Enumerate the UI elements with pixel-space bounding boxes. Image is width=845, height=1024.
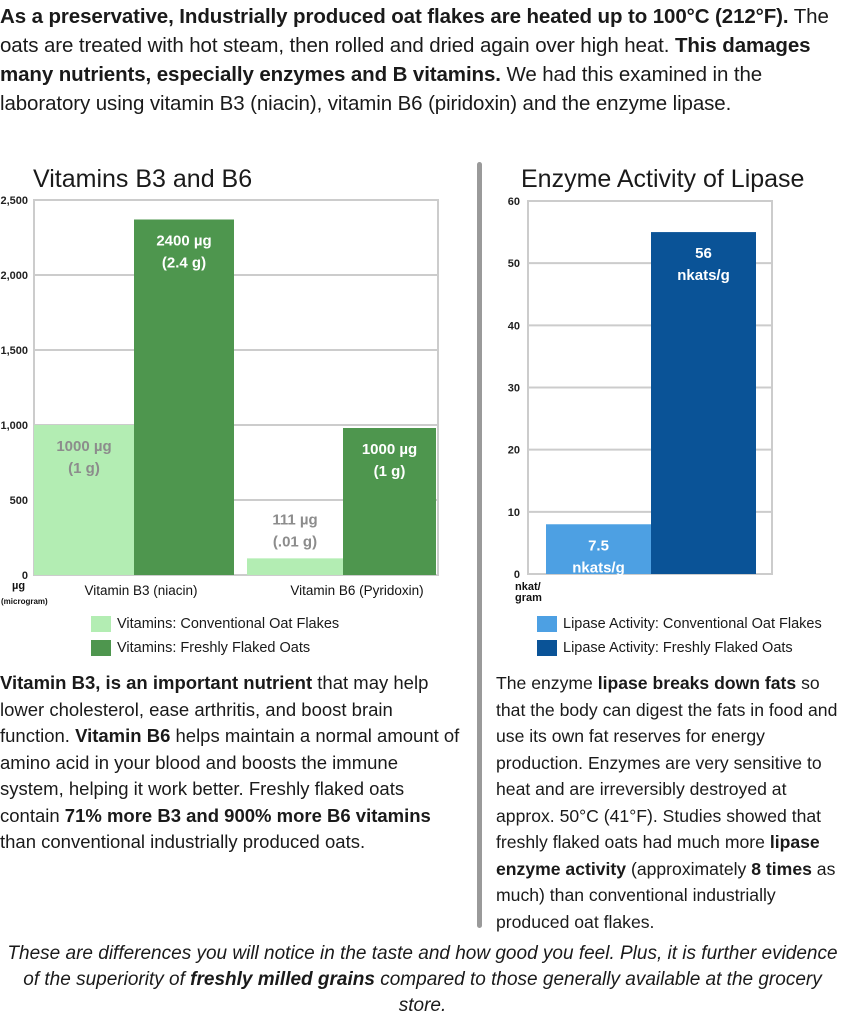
y-tick-label: 60 xyxy=(508,196,520,208)
y-tick-label: 1,500 xyxy=(0,345,28,357)
bar xyxy=(34,425,134,575)
lipase-text-3: (approximately xyxy=(626,858,752,879)
footer-bold-1: freshly milled grains xyxy=(190,969,375,990)
bar xyxy=(651,232,756,575)
y-tick-label: 50 xyxy=(508,258,520,270)
intro-bold-1: As a preservative, Industrially produced… xyxy=(0,5,789,28)
y-tick-label: 40 xyxy=(508,320,520,332)
legend-vitamins-fresh: Vitamins: Freshly Flaked Oats xyxy=(91,640,310,656)
legend-label-lipase-fresh: Lipase Activity: Freshly Flaked Oats xyxy=(563,640,793,656)
legend-swatch-lipase-fresh xyxy=(537,640,557,656)
footer-text-1: These are differences you will notice in… xyxy=(7,943,838,990)
lipase-bold-3: 8 times xyxy=(751,858,812,879)
data-label: (1 g) xyxy=(68,460,100,477)
category-label: Vitamin B3 (niacin) xyxy=(84,583,197,598)
y-unit-label: µg xyxy=(12,580,25,592)
legend-label-vitamins-fresh: Vitamins: Freshly Flaked Oats xyxy=(117,640,311,656)
lipase-text-2: so that the body can digest the fats in … xyxy=(496,673,838,852)
y-unit-sub-label: gram xyxy=(515,592,542,604)
legend-swatch-lipase-conventional xyxy=(537,616,557,632)
data-label: 56 xyxy=(695,245,712,262)
intro-paragraph: As a preservative, Industrially produced… xyxy=(0,2,842,118)
legend-lipase-fresh: Lipase Activity: Freshly Flaked Oats xyxy=(537,640,793,656)
y-tick-label: 2,500 xyxy=(0,195,28,207)
legend-lipase-conventional: Lipase Activity: Conventional Oat Flakes xyxy=(537,616,822,632)
lipase-text-1: The enzyme xyxy=(496,673,598,693)
legend-label-vitamins-conventional: Vitamins: Conventional Oat Flakes xyxy=(117,616,340,632)
y-unit-label: nkat/ xyxy=(515,581,541,593)
y-tick-label: 10 xyxy=(508,507,520,519)
vitamins-bold-1: Vitamin B3, is an important nutrient xyxy=(0,672,313,693)
footer-text-2: compared to those generally available at… xyxy=(374,969,822,1016)
vitamins-bold-3: 71% more B3 and 900% more B6 vitamins xyxy=(64,804,431,826)
category-label: Vitamin B6 (Pyridoxin) xyxy=(290,583,423,598)
vitamins-text-2: helps maintain a normal amount of amino … xyxy=(0,725,460,826)
lipase-bold-1: lipase breaks down fats xyxy=(597,673,797,693)
intro-bold-2: This damages many nutrients, especially … xyxy=(0,34,811,86)
bar xyxy=(134,219,234,575)
lipase-bold-2: lipase enzyme activity xyxy=(496,832,820,879)
intro-text-1: The oats are treated with hot steam, the… xyxy=(0,5,829,57)
data-label: nkats/g xyxy=(677,267,730,284)
vitamins-text-3: than conventional industrially produced … xyxy=(0,831,366,852)
lipase-description: The enzyme lipase breaks down fats so th… xyxy=(496,670,845,935)
vitamins-bold-2: Vitamin B6 xyxy=(75,725,171,746)
y-tick-label: 0 xyxy=(22,570,28,582)
vitamins-text-1: that may help lower cholesterol, ease ar… xyxy=(0,672,429,746)
vitamins-description: Vitamin B3, is an important nutrient tha… xyxy=(0,670,466,856)
vitamins-chart-title: Vitamins B3 and B6 xyxy=(33,165,253,193)
data-label: 111 µg xyxy=(272,511,317,528)
bar xyxy=(343,428,436,575)
data-label: nkats/g xyxy=(572,559,625,576)
bar xyxy=(546,524,651,574)
data-label: 1000 µg xyxy=(362,441,417,458)
data-label: (2.4 g) xyxy=(162,255,206,272)
intro-text-2: We had this examined in the laboratory u… xyxy=(0,63,763,115)
data-label: (.01 g) xyxy=(273,533,317,550)
data-label: (1 g) xyxy=(374,463,406,480)
y-tick-label: 20 xyxy=(508,445,520,457)
plot-area-0 xyxy=(33,199,439,576)
y-unit-sub-label: (microgram) xyxy=(1,597,48,606)
legend-swatch-vitamins-fresh xyxy=(91,640,111,656)
data-label: 1000 µg xyxy=(56,438,111,455)
y-tick-label: 30 xyxy=(508,383,520,395)
data-label: 2400 µg xyxy=(156,233,211,250)
y-tick-label: 1,000 xyxy=(0,420,28,432)
bar xyxy=(247,558,343,575)
lipase-chart-title: Enzyme Activity of Lipase xyxy=(521,165,805,193)
footer-note: These are differences you will notice in… xyxy=(0,941,845,1019)
legend-vitamins-conventional: Vitamins: Conventional Oat Flakes xyxy=(91,616,339,632)
data-label: 7.5 xyxy=(588,537,609,554)
y-tick-label: 500 xyxy=(10,495,28,507)
y-tick-label: 0 xyxy=(514,569,520,581)
y-tick-label: 2,000 xyxy=(0,270,28,282)
lipase-text-4: as much) than conventional industrially … xyxy=(496,858,836,932)
legend-label-lipase-conventional: Lipase Activity: Conventional Oat Flakes xyxy=(563,616,822,632)
column-divider xyxy=(477,162,482,928)
legend-swatch-vitamins-conventional xyxy=(91,616,111,632)
